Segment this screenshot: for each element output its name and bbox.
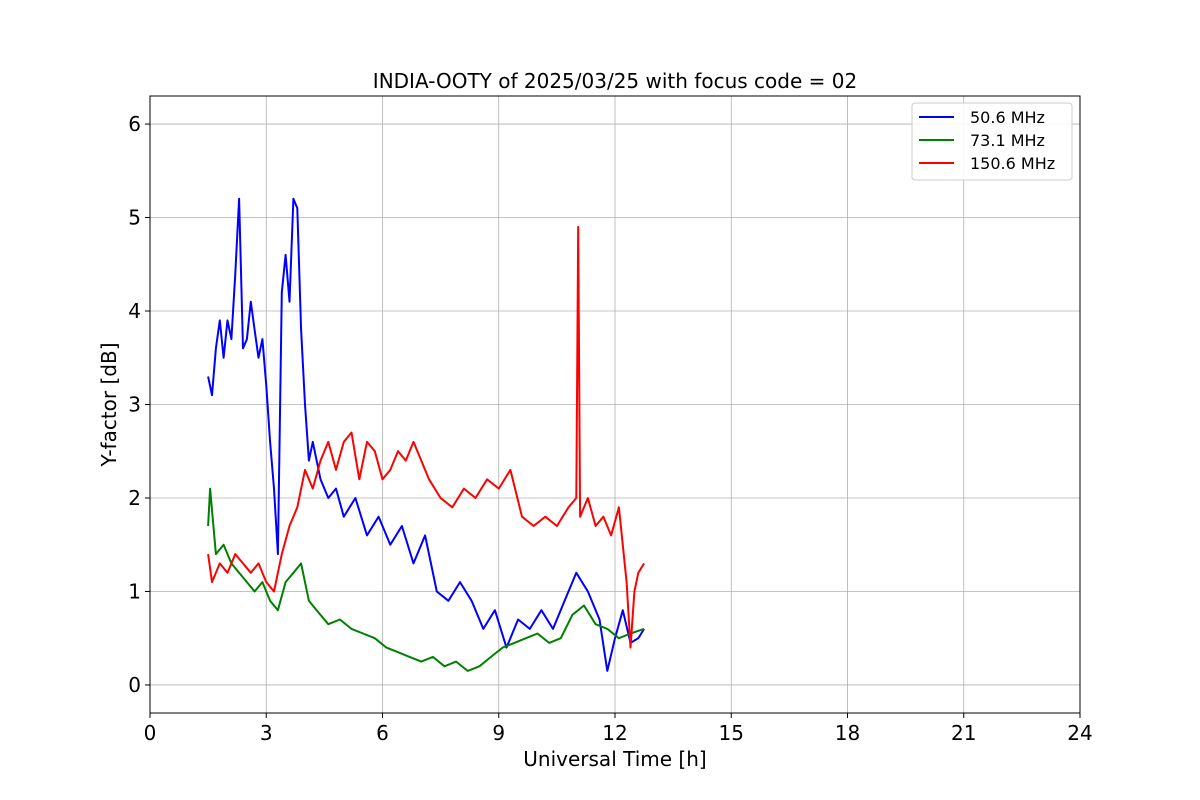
y-tick-label: 5 <box>128 206 141 230</box>
grid <box>149 96 1081 713</box>
y-tick-label: 6 <box>128 112 141 136</box>
x-axis-label: Universal Time [h] <box>523 747 706 771</box>
series-layer <box>207 197 645 672</box>
legend-label-0: 50.6 MHz <box>970 108 1045 127</box>
legend-label-1: 73.1 MHz <box>970 131 1045 150</box>
x-tick-label: 15 <box>719 721 744 745</box>
x-tick-label: 12 <box>602 721 627 745</box>
y-tick-label: 0 <box>128 673 141 697</box>
y-tick-label: 2 <box>128 486 141 510</box>
legend: 50.6 MHz 73.1 MHz 150.6 MHz <box>911 102 1073 181</box>
y-tick-label: 1 <box>128 579 141 603</box>
y-axis-label: Y-factor [dB] <box>97 342 121 467</box>
x-tick-label: 0 <box>144 721 157 745</box>
x-tick-label: 24 <box>1067 721 1092 745</box>
x-tick-label: 18 <box>835 721 860 745</box>
series-line-2 <box>207 225 645 649</box>
x-tick-label: 21 <box>951 721 976 745</box>
y-tick-label: 4 <box>128 299 141 323</box>
x-tick-label: 6 <box>376 721 389 745</box>
series-line-0 <box>207 197 645 672</box>
x-tick-label: 9 <box>492 721 505 745</box>
legend-label-2: 150.6 MHz <box>970 154 1055 173</box>
chart-title: INDIA-OOTY of 2025/03/25 with focus code… <box>373 69 857 93</box>
x-tick-label: 3 <box>260 721 273 745</box>
series-line-1 <box>207 487 645 672</box>
legend-box <box>911 102 1073 181</box>
y-tick-label: 3 <box>128 393 141 417</box>
